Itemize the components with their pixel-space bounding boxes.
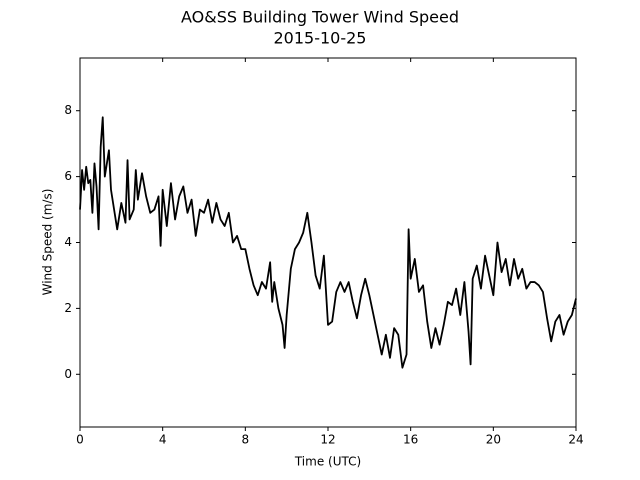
x-tick-label: 8 — [242, 433, 250, 447]
x-tick-label: 24 — [568, 433, 583, 447]
data-line — [79, 116, 577, 369]
plot-frame — [79, 57, 577, 428]
x-tick-label: 12 — [320, 433, 335, 447]
chart-title: AO&SS Building Tower Wind Speed — [181, 8, 459, 27]
y-tick-label: 4 — [64, 235, 72, 249]
y-tick-label: 8 — [64, 103, 72, 117]
y-axis-label: Wind Speed (m/s) — [41, 189, 55, 296]
x-tick-label: 0 — [76, 433, 84, 447]
x-axis-label: Time (UTC) — [294, 455, 361, 469]
y-tick-label: 6 — [64, 169, 72, 183]
x-tick-label: 16 — [403, 433, 418, 447]
x-tick-label: 20 — [486, 433, 501, 447]
x-tick-label: 4 — [159, 433, 167, 447]
y-tick-label: 0 — [64, 367, 72, 381]
y-tick-label: 2 — [64, 301, 72, 315]
chart-subtitle: 2015-10-25 — [274, 29, 367, 48]
